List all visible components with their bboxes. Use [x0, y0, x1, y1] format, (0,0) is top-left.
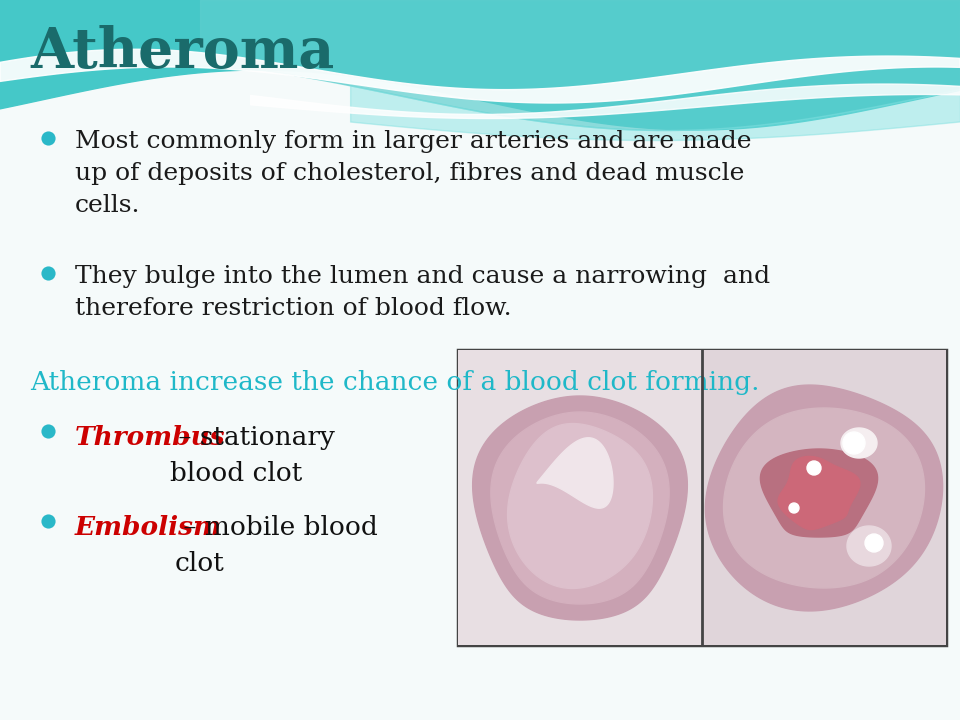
Circle shape: [789, 503, 799, 513]
Text: Embolism: Embolism: [75, 515, 222, 540]
Polygon shape: [779, 456, 860, 529]
Text: – mobile blood
clot: – mobile blood clot: [175, 515, 377, 576]
Polygon shape: [706, 385, 943, 611]
Polygon shape: [537, 438, 613, 508]
Polygon shape: [760, 449, 877, 537]
Text: Atheroma increase the chance of a blood clot forming.: Atheroma increase the chance of a blood …: [30, 370, 759, 395]
Polygon shape: [472, 396, 687, 620]
Bar: [458, 350, 702, 645]
Circle shape: [865, 534, 883, 552]
Bar: [702, 350, 946, 645]
Text: They bulge into the lumen and cause a narrowing  and
therefore restriction of bl: They bulge into the lumen and cause a na…: [75, 265, 770, 320]
Circle shape: [807, 461, 821, 475]
Polygon shape: [847, 526, 891, 566]
Polygon shape: [841, 428, 877, 458]
Bar: [458, 350, 702, 645]
Polygon shape: [724, 408, 924, 588]
Polygon shape: [491, 412, 669, 604]
Text: Most commonly form in larger arteries and are made
up of deposits of cholesterol: Most commonly form in larger arteries an…: [75, 130, 752, 217]
Text: Thrombus: Thrombus: [75, 425, 226, 450]
Bar: [458, 350, 946, 645]
Circle shape: [843, 432, 865, 454]
Polygon shape: [508, 423, 653, 588]
Text: Atheroma: Atheroma: [30, 25, 334, 80]
Text: – stationary
blood clot: – stationary blood clot: [170, 425, 335, 486]
